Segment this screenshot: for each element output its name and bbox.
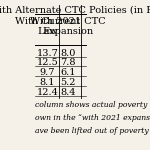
Text: ates with Alternate CTC Policies (in P: ates with Alternate CTC Policies (in P [0,6,150,15]
Text: 8.1: 8.1 [40,78,55,87]
Text: 8.0: 8.0 [60,49,76,58]
Text: 8.4: 8.4 [60,88,76,97]
Text: column shows actual poverty rates for each ye: column shows actual poverty rates for ea… [35,101,150,109]
Text: 5.2: 5.2 [60,78,76,87]
Text: With 2021 CTC
Expansion: With 2021 CTC Expansion [30,16,106,36]
Text: 12.4: 12.4 [37,88,58,97]
Text: ave been lifted out of poverty in the other yea: ave been lifted out of poverty in the ot… [35,127,150,135]
Text: 13.7: 13.7 [37,49,58,58]
Text: With Current
Law: With Current Law [15,16,80,36]
Text: 12.5: 12.5 [37,58,58,68]
Text: 6.1: 6.1 [60,68,76,77]
Text: 9.7: 9.7 [40,68,55,77]
Text: own in the “with 2021 expansion” column. Th: own in the “with 2021 expansion” column.… [35,114,150,122]
Text: 7.8: 7.8 [60,58,76,68]
